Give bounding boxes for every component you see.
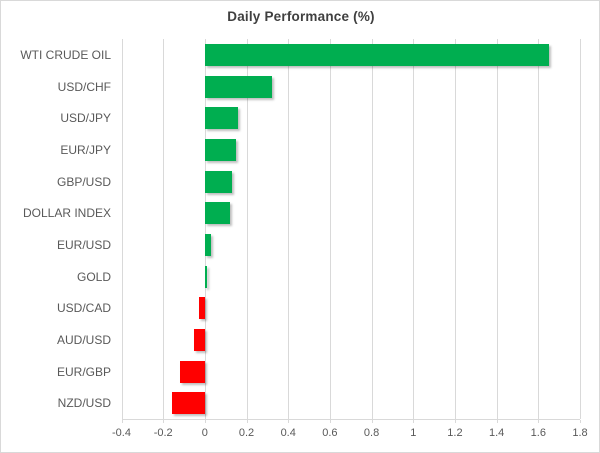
bar-usd-cad <box>198 297 205 320</box>
x-axis-tick <box>121 420 123 423</box>
bar-usd-chf <box>204 75 272 98</box>
x-tick-label: 0.2 <box>238 427 255 439</box>
category-label: GBP/USD <box>56 174 111 189</box>
x-axis-tick <box>288 420 290 423</box>
x-tick-label: -0.4 <box>112 427 131 439</box>
x-tick-label: 0.6 <box>322 427 338 439</box>
x-tick-label: 0.4 <box>280 427 296 439</box>
gridline <box>163 39 165 419</box>
x-tick-label: -0.2 <box>153 427 173 439</box>
category-label: USD/CHF <box>57 79 111 94</box>
category-label: NZD/USD <box>57 396 111 411</box>
bar-eur-usd <box>204 233 212 256</box>
bar-dollar-index <box>204 202 230 225</box>
category-label: WTI CRUDE OIL <box>20 47 111 62</box>
chart-title: Daily Performance (%) <box>227 9 375 24</box>
gridline <box>413 39 415 419</box>
bar-gold <box>204 265 207 288</box>
gridline <box>121 39 123 419</box>
category-label: USD/JPY <box>60 111 111 126</box>
x-axis-tick <box>329 420 331 423</box>
plot-area <box>121 39 581 423</box>
gridline <box>580 39 581 419</box>
x-tick-label: 0 <box>201 427 208 439</box>
x-axis-line <box>121 419 580 420</box>
category-label: AUD/USD <box>56 332 111 347</box>
gridline <box>538 39 540 419</box>
gridline <box>246 39 248 419</box>
x-axis-tick <box>371 420 373 423</box>
x-axis-tick <box>496 420 498 423</box>
bar-aud-usd <box>194 328 205 351</box>
x-axis-tick <box>454 420 456 423</box>
category-label: EUR/JPY <box>60 142 111 157</box>
x-tick-label: 1.2 <box>447 427 463 439</box>
x-axis-tick <box>163 420 165 423</box>
x-axis-tick <box>413 420 415 423</box>
x-tick-label: 1.4 <box>488 427 505 439</box>
category-label: DOLLAR INDEX <box>22 206 111 221</box>
bar-nzd-usd <box>171 392 205 415</box>
x-tick-label: 1.8 <box>572 427 588 439</box>
gridline <box>371 39 373 419</box>
category-label: EUR/USD <box>56 237 111 252</box>
gridline <box>288 39 290 419</box>
x-tick-label: 1.6 <box>530 427 546 439</box>
bar-eur-jpy <box>204 138 237 161</box>
x-tick-label: 1 <box>410 427 417 439</box>
x-axis-tick <box>580 420 581 423</box>
zero-axis-line <box>204 39 206 419</box>
bar-usd-jpy <box>204 107 239 130</box>
category-label: GOLD <box>76 269 111 284</box>
bar-wti-crude-oil <box>204 43 549 66</box>
x-tick-label: 0.8 <box>363 427 380 439</box>
category-label: EUR/GBP <box>56 364 111 379</box>
gridline <box>454 39 456 419</box>
x-axis-tick <box>246 420 248 423</box>
bar-eur-gbp <box>179 360 205 383</box>
category-label: USD/CAD <box>56 301 111 316</box>
x-axis-tick <box>204 420 206 423</box>
gridline <box>329 39 331 419</box>
gridline <box>496 39 498 419</box>
x-axis-tick <box>538 420 540 423</box>
bar-gbp-usd <box>204 170 232 193</box>
